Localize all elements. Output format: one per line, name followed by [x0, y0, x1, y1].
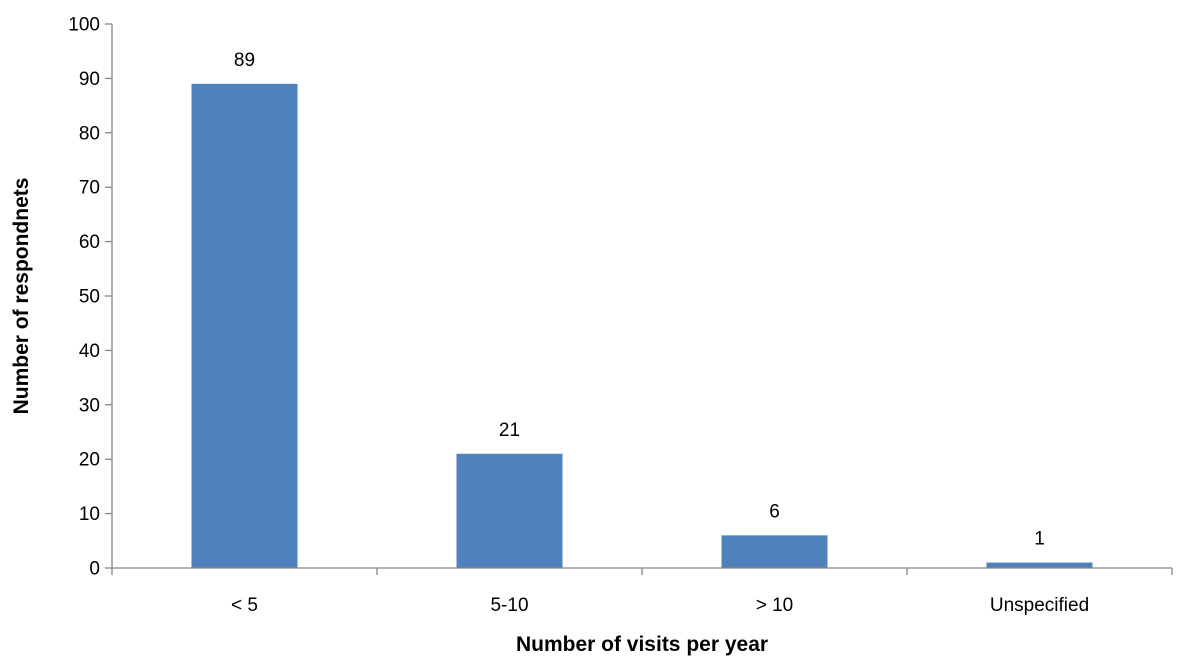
x-axis-title: Number of visits per year [516, 633, 768, 656]
bar-data-label: 89 [234, 50, 255, 71]
bar [456, 453, 563, 568]
x-tick-label: 5-10 [490, 595, 528, 616]
bar [986, 562, 1093, 568]
y-axis-ticks: 0 10 20 30 40 50 60 70 80 90 100 [68, 15, 112, 580]
x-tick-label: < 5 [231, 595, 258, 616]
x-axis-ticks: < 5 5-10 > 10 Unspecified [111, 568, 1173, 616]
data-labels: 89 21 6 1 [234, 50, 1045, 550]
bar-data-label: 6 [769, 501, 780, 522]
x-tick-label: > 10 [756, 595, 794, 616]
y-tick-label: 40 [79, 341, 100, 362]
bar-data-label: 21 [499, 420, 520, 441]
x-tick-label: Unspecified [990, 595, 1089, 616]
bar-data-label: 1 [1034, 529, 1045, 550]
bar-series [191, 83, 1093, 568]
y-tick-label: 50 [79, 287, 100, 308]
y-tick-label: 70 [79, 178, 100, 199]
y-tick-label: 100 [68, 15, 100, 36]
bar [191, 83, 298, 568]
bar [721, 535, 828, 568]
y-tick-label: 20 [79, 450, 100, 471]
y-tick-label: 90 [79, 69, 100, 90]
y-tick-label: 0 [89, 559, 100, 580]
y-tick-label: 10 [79, 504, 100, 525]
y-tick-label: 80 [79, 123, 100, 144]
y-tick-label: 30 [79, 395, 100, 416]
y-tick-label: 60 [79, 232, 100, 253]
y-axis-title: Number of respondnets [10, 178, 33, 415]
